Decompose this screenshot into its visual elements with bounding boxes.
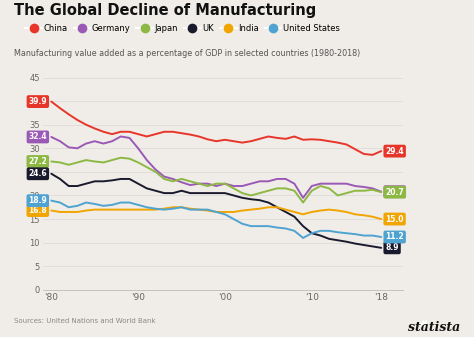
Text: 27.2: 27.2 [28,157,47,166]
Text: 18.9: 18.9 [28,196,47,205]
Text: 39.9: 39.9 [28,97,47,106]
Legend: China, Germany, Japan, UK, India, United States: China, Germany, Japan, UK, India, United… [25,24,340,33]
Text: 11.2: 11.2 [385,233,404,242]
Text: 8.9: 8.9 [385,243,399,252]
Text: 15.0: 15.0 [385,215,404,223]
Text: The Global Decline of Manufacturing: The Global Decline of Manufacturing [14,3,317,19]
Text: 20.7: 20.7 [385,188,404,197]
Text: 20.8: 20.8 [385,187,404,196]
Text: 32.4: 32.4 [28,132,47,142]
Text: Sources: United Nations and World Bank: Sources: United Nations and World Bank [14,317,156,324]
Text: 24.6: 24.6 [28,169,47,178]
Text: Manufacturing value added as a percentage of GDP in selected countries (1980-201: Manufacturing value added as a percentag… [14,49,360,58]
Text: statista: statista [408,320,460,334]
Text: 29.4: 29.4 [385,147,404,156]
Text: 16.8: 16.8 [28,206,47,215]
